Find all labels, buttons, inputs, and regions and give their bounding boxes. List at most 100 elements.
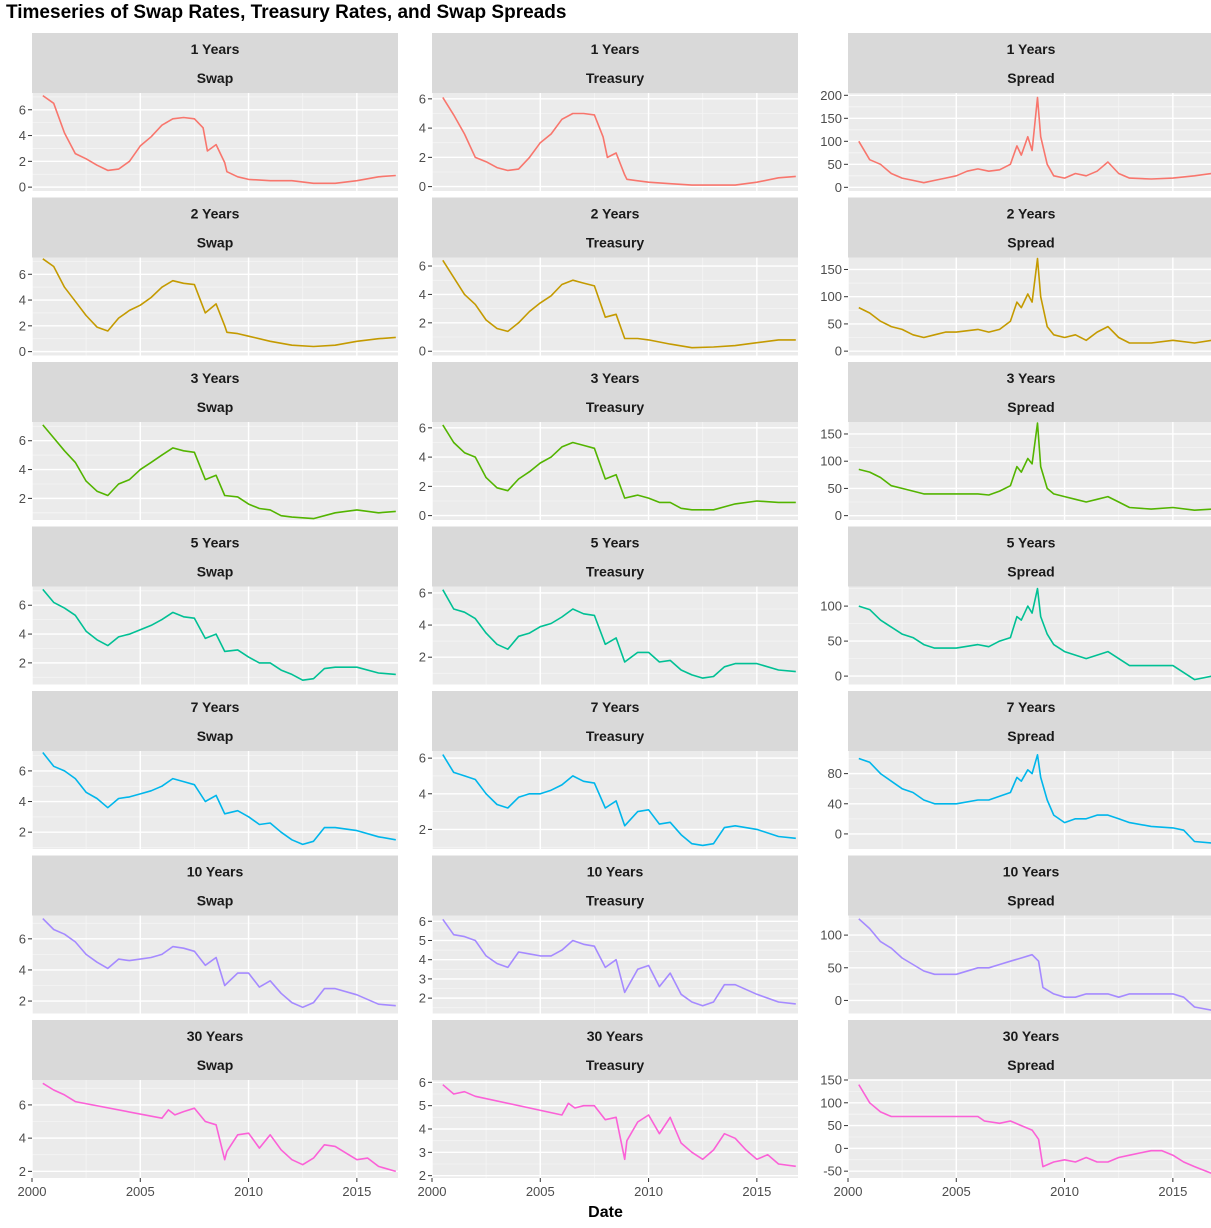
facet-panel: 3 Years Treasury 0 2 4 6 — [419, 362, 798, 523]
y-tick-label: 0 — [419, 344, 426, 359]
strip-background — [32, 33, 398, 93]
y-tick-label: 4 — [19, 962, 26, 977]
series-line — [858, 96, 1211, 184]
y-tick-label: 6 — [19, 267, 26, 282]
y-tick-label: 6 — [19, 1097, 26, 1112]
y-tick-label: 6 — [419, 420, 426, 435]
y-tick-label: 100 — [820, 134, 842, 149]
strip-background — [432, 855, 798, 916]
y-tick-label: 4 — [419, 287, 426, 302]
y-tick-label: 2 — [19, 1164, 26, 1179]
y-tick-label: 2 — [19, 154, 26, 169]
y-tick-label: 6 — [419, 585, 426, 600]
series-line — [442, 96, 796, 186]
strip-background — [848, 691, 1211, 751]
facet-panel: 10 Years Spread 0 50 100 — [820, 855, 1211, 1014]
strip-background — [32, 1020, 398, 1080]
strip-background — [848, 197, 1211, 258]
strip-label-maturity: 5 Years — [1007, 535, 1056, 551]
y-tick-label: 6 — [19, 433, 26, 448]
plot-background — [432, 915, 798, 1014]
facet-panel: 7 Years Spread 0 40 80 — [828, 691, 1211, 849]
plot-background — [432, 422, 798, 520]
y-tick-label: 6 — [19, 763, 26, 778]
x-tick-label: 2015 — [342, 1184, 371, 1199]
y-tick-label: 4 — [19, 293, 26, 308]
strip-background — [32, 362, 398, 422]
y-tick-label: 50 — [828, 960, 842, 975]
y-tick-label: 4 — [419, 1122, 426, 1137]
strip-label-maturity: 1 Years — [591, 41, 640, 57]
y-tick-label: 50 — [828, 634, 842, 649]
x-tick-label: 2010 — [234, 1184, 263, 1199]
strip-label-maturity: 5 Years — [191, 535, 240, 551]
series-line — [442, 918, 796, 1007]
strip-label-measure: Spread — [1007, 399, 1054, 415]
x-tick-label: 2000 — [18, 1184, 47, 1199]
y-tick-label: 100 — [820, 1095, 842, 1110]
strip-background — [432, 197, 798, 258]
strip-label-maturity: 10 Years — [587, 864, 644, 880]
facet-panel: 30 Years Treasury 2 3 4 5 6 2000 2005 2010 2015 — [418, 1020, 798, 1199]
y-tick-label: 50 — [828, 157, 842, 172]
facet-panel: 2 Years Swap 0 2 4 6 — [19, 197, 398, 359]
y-tick-label: 150 — [820, 262, 842, 277]
y-tick-label: -50 — [823, 1164, 842, 1179]
strip-label-measure: Spread — [1007, 70, 1054, 86]
facet-panel: 10 Years Treasury 2 3 4 5 6 — [419, 855, 798, 1014]
y-tick-label: 2 — [419, 650, 426, 665]
y-tick-label: 4 — [419, 450, 426, 465]
strip-label-maturity: 1 Years — [191, 41, 240, 57]
strip-label-measure: Treasury — [586, 728, 645, 744]
strip-label-measure: Spread — [1007, 564, 1054, 580]
y-tick-label: 2 — [19, 994, 26, 1009]
plot-background — [432, 257, 798, 356]
y-tick-label: 100 — [820, 599, 842, 614]
y-tick-label: 50 — [828, 481, 842, 496]
y-tick-label: 4 — [419, 952, 426, 967]
facet-panel: 1 Years Swap 0 2 4 6 — [19, 33, 398, 195]
plot-background — [432, 93, 798, 191]
plot-background — [32, 586, 398, 685]
y-tick-label: 6 — [19, 931, 26, 946]
y-tick-label: 0 — [19, 344, 26, 359]
series-line — [858, 918, 1211, 1011]
y-tick-label: 0 — [419, 179, 426, 194]
strip-label-maturity: 30 Years — [587, 1028, 644, 1044]
strip-label-measure: Spread — [1007, 728, 1054, 744]
strip-label-measure: Swap — [197, 235, 234, 251]
strip-label-measure: Treasury — [586, 399, 645, 415]
y-tick-label: 2 — [419, 150, 426, 165]
facet-panel: 30 Years Spread -50 0 50 100 150 2000 2005 2010 20… — [820, 1020, 1211, 1199]
y-tick-label: 2 — [19, 655, 26, 670]
facet-panel: 30 Years Swap 2 4 6 2000 2005 2010 2015 — [18, 1020, 398, 1199]
facet-panel: 5 Years Spread 0 50 100 — [820, 526, 1211, 685]
y-tick-label: 3 — [419, 1145, 426, 1160]
series-line — [42, 918, 396, 1009]
y-tick-label: 6 — [419, 751, 426, 766]
strip-label-measure: Swap — [197, 1057, 234, 1073]
series-line — [42, 424, 396, 520]
strip-background — [32, 197, 398, 258]
strip-label-maturity: 2 Years — [1007, 206, 1056, 222]
strip-label-maturity: 2 Years — [591, 206, 640, 222]
strip-background — [432, 362, 798, 422]
series-line — [858, 753, 1211, 844]
strip-label-maturity: 3 Years — [1007, 370, 1056, 386]
strip-label-measure: Swap — [197, 893, 234, 909]
plot-background — [848, 915, 1211, 1014]
y-tick-label: 6 — [19, 102, 26, 117]
series-line — [442, 259, 796, 349]
y-tick-label: 2 — [419, 1168, 426, 1183]
strip-background — [432, 33, 798, 93]
plot-background — [848, 751, 1211, 849]
strip-background — [432, 691, 798, 751]
plot-background — [432, 751, 798, 849]
y-tick-label: 100 — [820, 289, 842, 304]
plot-background — [432, 586, 798, 685]
strip-label-maturity: 10 Years — [187, 864, 244, 880]
x-tick-label: 2005 — [126, 1184, 155, 1199]
strip-label-maturity: 5 Years — [591, 535, 640, 551]
y-tick-label: 4 — [19, 627, 26, 642]
strip-background — [848, 526, 1211, 587]
